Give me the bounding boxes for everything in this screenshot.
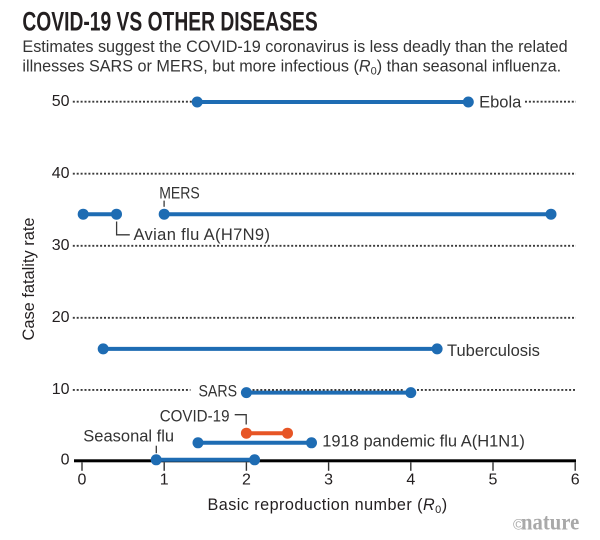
svg-text:50: 50 [52, 93, 70, 110]
svg-text:COVID-19: COVID-19 [160, 408, 230, 426]
svg-text:SARS: SARS [199, 383, 237, 401]
svg-text:Seasonal flu: Seasonal flu [83, 428, 174, 446]
svg-text:0: 0 [78, 471, 87, 488]
svg-text:5: 5 [489, 471, 498, 488]
svg-text:COVID-19 VS OTHER DISEASES: COVID-19 VS OTHER DISEASES [22, 6, 317, 36]
svg-text:30: 30 [52, 237, 70, 254]
svg-text:4: 4 [406, 471, 415, 488]
svg-text:Ebola: Ebola [479, 93, 522, 111]
svg-text:3: 3 [324, 471, 333, 488]
svg-text:10: 10 [52, 381, 70, 398]
svg-text:Case fatality rate: Case fatality rate [20, 218, 38, 341]
svg-text:Avian flu A(H7N9): Avian flu A(H7N9) [134, 226, 271, 244]
svg-text:2: 2 [242, 471, 251, 488]
svg-text:40: 40 [52, 165, 70, 182]
svg-text:0: 0 [61, 452, 70, 469]
svg-text:Basic reproduction number (R0): Basic reproduction number (R0) [208, 496, 448, 516]
svg-text:©: © [513, 517, 524, 534]
svg-text:Estimates suggest the COVID-19: Estimates suggest the COVID-19 coronavir… [22, 38, 567, 56]
svg-text:Tuberculosis: Tuberculosis [447, 342, 540, 360]
svg-text:illnesses SARS or MERS, but mo: illnesses SARS or MERS, but more infecti… [22, 58, 561, 78]
svg-text:1: 1 [160, 471, 169, 488]
svg-text:6: 6 [571, 471, 580, 488]
svg-text:20: 20 [52, 309, 70, 326]
svg-text:nature: nature [521, 510, 580, 535]
svg-text:1918 pandemic flu A(H1N1): 1918 pandemic flu A(H1N1) [322, 432, 525, 450]
svg-text:MERS: MERS [159, 184, 199, 202]
